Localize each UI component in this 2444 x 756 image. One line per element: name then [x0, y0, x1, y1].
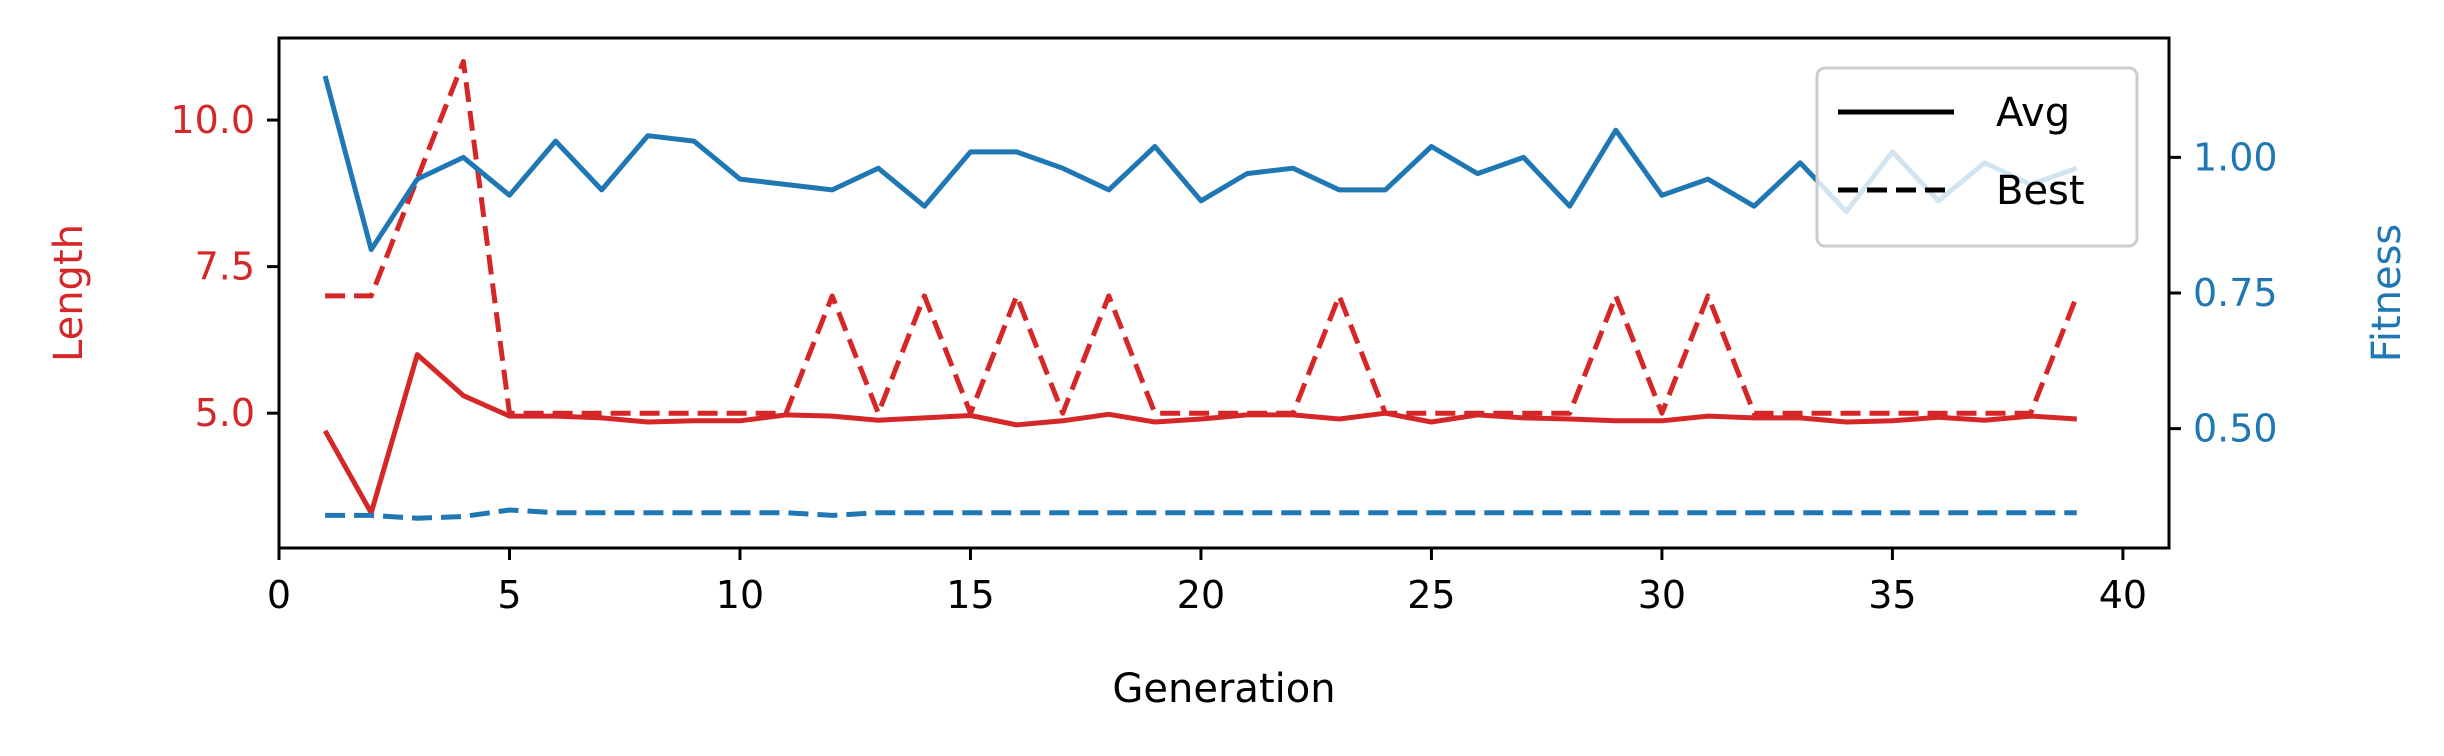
left-solid-series-line-0 [322, 352, 2077, 516]
x-tick-label: 35 [1868, 573, 1916, 617]
left-y-axis-ticks: 5.0 7.5 10.0 [170, 98, 279, 435]
legend: Avg Best [1815, 66, 2139, 248]
right-solid-series-line-2 [322, 75, 2078, 253]
left-y-tick-label: 7.5 [195, 245, 255, 289]
x-tick-label: 25 [1407, 573, 1455, 617]
x-tick-label: 0 [267, 573, 291, 617]
series-layer [322, 58, 2080, 521]
left-dashed-series-line-1 [325, 58, 2080, 416]
x-tick-label: 20 [1177, 573, 1225, 617]
x-axis-label: Generation [1112, 666, 1335, 712]
x-axis-ticks: 0 5 10 15 20 25 30 35 40 [267, 548, 2147, 617]
x-tick-label: 40 [2099, 573, 2147, 617]
x-tick-label: 5 [497, 573, 521, 617]
right-y-axis-ticks: 0.50 0.75 1.00 [2169, 135, 2278, 451]
x-tick-label: 10 [716, 573, 764, 617]
legend-best-label: Best [1996, 168, 2085, 214]
right-y-tick-label: 1.00 [2193, 135, 2278, 179]
left-y-tick-label: 5.0 [195, 391, 255, 435]
right-y-tick-label: 0.50 [2193, 407, 2278, 451]
left-y-tick-label: 10.0 [170, 98, 255, 142]
right-y-axis-label: Fitness [2364, 224, 2410, 363]
right-y-tick-label: 0.75 [2193, 271, 2278, 315]
legend-box [1815, 66, 2139, 248]
right-dashed-series-line-3 [325, 507, 2077, 521]
x-tick-label: 30 [1638, 573, 1686, 617]
x-tick-label: 15 [946, 573, 994, 617]
left-y-axis-label: Length [46, 224, 92, 362]
legend-avg-label: Avg [1996, 90, 2070, 136]
